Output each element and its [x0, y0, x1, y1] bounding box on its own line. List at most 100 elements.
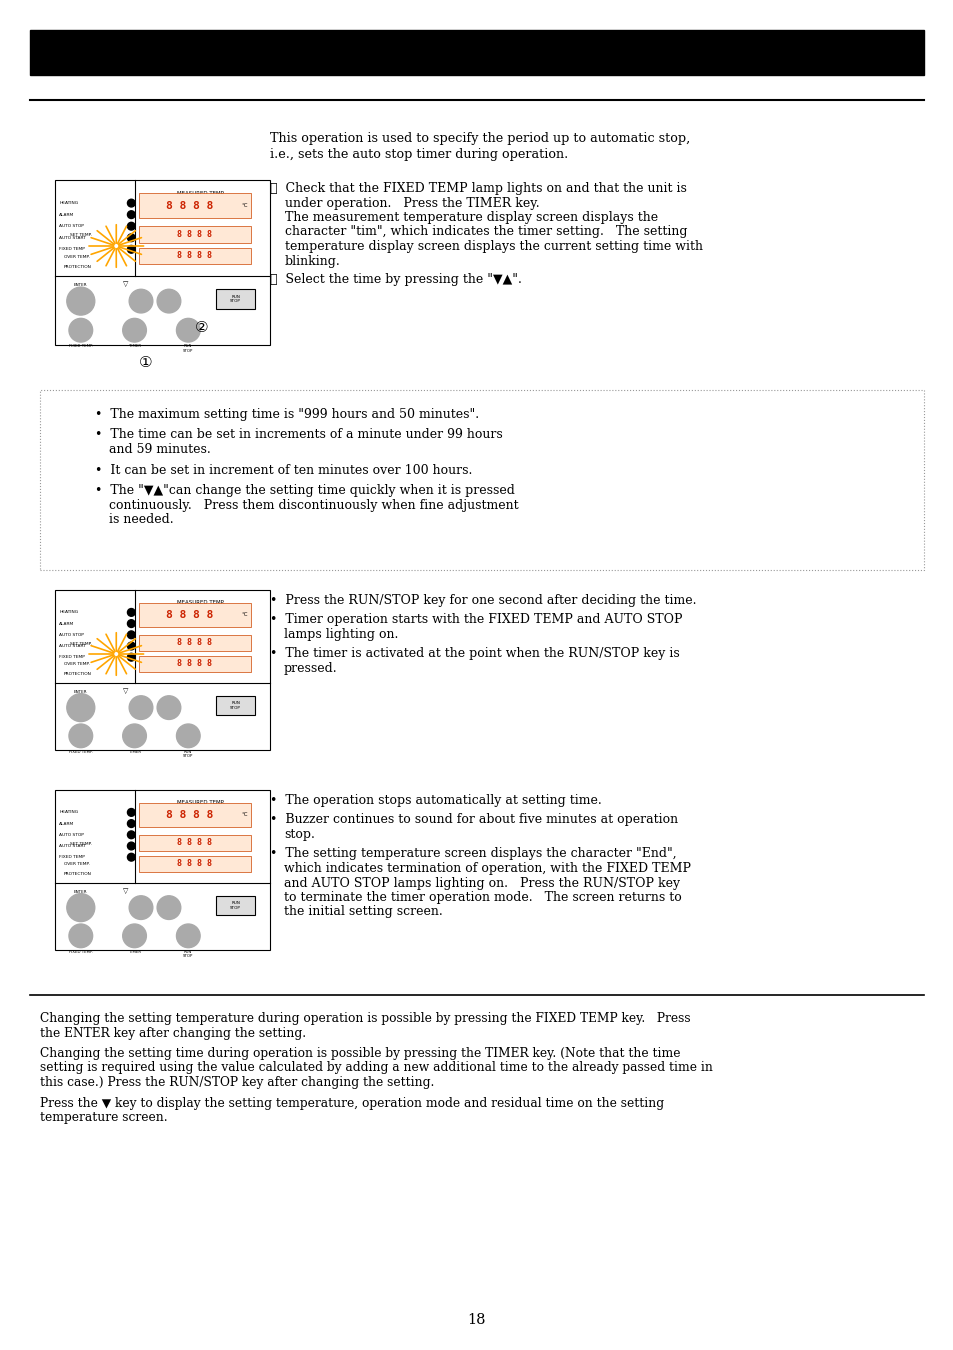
Text: FIXED TEMP: FIXED TEMP: [59, 855, 85, 859]
Bar: [30, 30, 923, 76]
Text: AUTO START: AUTO START: [59, 844, 86, 848]
Circle shape: [128, 832, 135, 838]
Text: RUN
STOP: RUN STOP: [183, 749, 193, 759]
Bar: [139, 603, 251, 626]
Bar: [139, 834, 251, 850]
Text: FIXED TEMP.: FIXED TEMP.: [69, 344, 92, 348]
Bar: [139, 634, 251, 651]
Text: SET TEMP.: SET TEMP.: [70, 234, 91, 238]
Text: °C: °C: [241, 202, 248, 208]
Circle shape: [129, 896, 152, 919]
Text: RUN
STOP: RUN STOP: [183, 950, 193, 958]
Text: is needed.: is needed.: [109, 513, 173, 526]
Circle shape: [157, 695, 180, 720]
Text: this case.) Press the RUN/STOP key after changing the setting.: this case.) Press the RUN/STOP key after…: [40, 1076, 434, 1089]
Text: AUTO STOP: AUTO STOP: [59, 833, 84, 837]
Circle shape: [157, 896, 180, 919]
Circle shape: [128, 630, 135, 639]
Text: and 59 minutes.: and 59 minutes.: [109, 443, 211, 456]
Text: •  Press the RUN/STOP key for one second after deciding the time.: • Press the RUN/STOP key for one second …: [270, 594, 696, 608]
Bar: [55, 590, 270, 751]
Circle shape: [128, 643, 135, 649]
Bar: [139, 247, 251, 265]
Text: stop.: stop.: [284, 828, 314, 841]
Text: 18: 18: [467, 1314, 486, 1327]
Circle shape: [128, 234, 135, 242]
Text: 8 8 8 8: 8 8 8 8: [177, 230, 212, 239]
Text: PROTECTION: PROTECTION: [64, 265, 91, 269]
Text: PROTECTION: PROTECTION: [64, 672, 91, 676]
Text: MEASURED TEMP.: MEASURED TEMP.: [177, 190, 225, 196]
Bar: [216, 695, 254, 716]
Bar: [139, 856, 251, 872]
Text: ②: ②: [194, 320, 208, 335]
Text: RUN
STOP: RUN STOP: [230, 294, 241, 304]
Text: The measurement temperature display screen displays the: The measurement temperature display scre…: [285, 211, 658, 224]
Text: ENTER: ENTER: [74, 890, 88, 894]
Text: ①  Check that the FIXED TEMP lamp lights on and that the unit is: ① Check that the FIXED TEMP lamp lights …: [270, 182, 686, 194]
Circle shape: [176, 724, 200, 748]
Text: •  The "▼▲"can change the setting time quickly when it is pressed: • The "▼▲"can change the setting time qu…: [95, 485, 515, 497]
Circle shape: [128, 853, 135, 861]
Text: ▽: ▽: [123, 887, 129, 894]
Bar: [139, 227, 251, 243]
Text: setting is required using the value calculated by adding a new additional time t: setting is required using the value calc…: [40, 1061, 712, 1075]
Circle shape: [128, 223, 135, 230]
Text: 8 8 8 8: 8 8 8 8: [166, 810, 213, 819]
Text: °C: °C: [241, 613, 248, 617]
Text: 8 8 8 8: 8 8 8 8: [177, 859, 212, 868]
Text: OVER TEMP.: OVER TEMP.: [64, 663, 90, 667]
Bar: [216, 896, 254, 915]
Text: the initial setting screen.: the initial setting screen.: [284, 906, 442, 918]
Text: •  The operation stops automatically at setting time.: • The operation stops automatically at s…: [270, 794, 601, 807]
Text: RUN
STOP: RUN STOP: [230, 701, 241, 710]
Text: temperature screen.: temperature screen.: [40, 1111, 168, 1125]
Text: under operation.   Press the TIMER key.: under operation. Press the TIMER key.: [285, 197, 539, 209]
Text: 8 8 8 8: 8 8 8 8: [177, 251, 212, 261]
Text: 8 8 8 8: 8 8 8 8: [177, 659, 212, 668]
Circle shape: [129, 289, 152, 313]
Text: 8 8 8 8: 8 8 8 8: [166, 201, 213, 211]
Circle shape: [157, 289, 180, 313]
Circle shape: [67, 288, 94, 315]
Text: 8 8 8 8: 8 8 8 8: [166, 610, 213, 620]
Text: TIMER: TIMER: [129, 749, 140, 753]
Text: ALARM: ALARM: [59, 213, 74, 216]
Circle shape: [123, 724, 146, 748]
Text: temperature display screen displays the current setting time with: temperature display screen displays the …: [285, 240, 702, 252]
Text: ENTER: ENTER: [74, 284, 88, 288]
Circle shape: [123, 923, 146, 948]
Text: which indicates termination of operation, with the FIXED TEMP: which indicates termination of operation…: [284, 863, 690, 875]
Text: •  The maximum setting time is "999 hours and 50 minutes".: • The maximum setting time is "999 hours…: [95, 408, 478, 421]
Text: °C: °C: [241, 813, 248, 817]
Text: 8 8 8 8: 8 8 8 8: [177, 639, 212, 647]
Text: OVER TEMP.: OVER TEMP.: [64, 863, 90, 867]
Text: AUTO START: AUTO START: [59, 644, 86, 648]
Text: HEATING: HEATING: [59, 810, 78, 814]
Circle shape: [128, 609, 135, 616]
Text: RUN
STOP: RUN STOP: [183, 344, 193, 352]
Text: MEASURED TEMP.: MEASURED TEMP.: [177, 801, 225, 806]
Text: •  The timer is activated at the point when the RUN/STOP key is: • The timer is activated at the point wh…: [270, 648, 679, 660]
Text: the ENTER key after changing the setting.: the ENTER key after changing the setting…: [40, 1026, 306, 1040]
Bar: [40, 390, 923, 570]
Text: •  The setting temperature screen displays the character "End",: • The setting temperature screen display…: [270, 848, 676, 860]
Circle shape: [128, 653, 135, 662]
Text: to terminate the timer operation mode.   The screen returns to: to terminate the timer operation mode. T…: [284, 891, 681, 904]
Circle shape: [128, 819, 135, 828]
Circle shape: [69, 319, 92, 342]
Text: lamps lighting on.: lamps lighting on.: [284, 628, 398, 641]
Text: ALARM: ALARM: [59, 621, 74, 625]
Text: Changing the setting time during operation is possible by pressing the TIMER key: Changing the setting time during operati…: [40, 1048, 679, 1060]
Text: Press the ▼ key to display the setting temperature, operation mode and residual : Press the ▼ key to display the setting t…: [40, 1096, 663, 1110]
Circle shape: [129, 695, 152, 720]
Text: ▽: ▽: [123, 687, 129, 694]
Text: and AUTO STOP lamps lighting on.   Press the RUN/STOP key: and AUTO STOP lamps lighting on. Press t…: [284, 876, 679, 890]
Text: MEASURED TEMP.: MEASURED TEMP.: [177, 601, 225, 605]
Text: •  Timer operation starts with the FIXED TEMP and AUTO STOP: • Timer operation starts with the FIXED …: [270, 613, 681, 626]
Text: ②  Select the time by pressing the "▼▲".: ② Select the time by pressing the "▼▲".: [270, 273, 521, 286]
Text: FIXED TEMP: FIXED TEMP: [59, 247, 85, 251]
Circle shape: [128, 200, 135, 207]
Text: SET TEMP.: SET TEMP.: [70, 641, 91, 645]
Text: character "tim", which indicates the timer setting.   The setting: character "tim", which indicates the tim…: [285, 225, 687, 239]
